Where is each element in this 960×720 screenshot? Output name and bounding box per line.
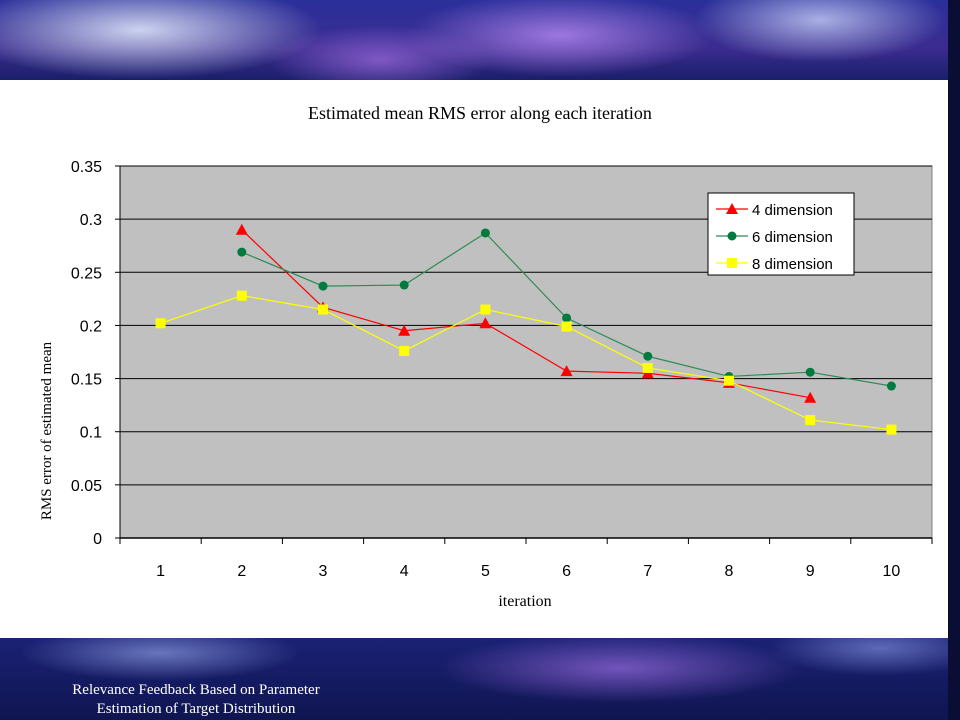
legend-label: 4 dimension	[752, 202, 833, 219]
series-8-dimension	[155, 290, 897, 435]
chart-title: Estimated mean RMS error along each iter…	[308, 103, 652, 123]
data-point	[479, 317, 492, 329]
x-tick-label: 6	[562, 563, 571, 580]
data-point	[560, 365, 573, 377]
data-point	[237, 247, 247, 257]
data-point	[886, 381, 896, 391]
y-tick-label: 0.2	[80, 318, 102, 335]
data-point	[399, 280, 409, 290]
footer-background	[0, 638, 960, 720]
data-point	[398, 324, 411, 336]
y-axis-ticks: 0 0.05 0.1 0.15 0.2 0.25 0.3 0.35	[71, 159, 120, 548]
data-point	[480, 304, 491, 315]
x-tick-label: 5	[481, 563, 490, 580]
legend-label: 8 dimension	[752, 256, 833, 273]
data-point	[562, 313, 572, 323]
legend: 4 dimension 6 dimension 8 dimension	[707, 192, 855, 276]
data-point	[399, 345, 410, 356]
y-tick-label: 0.25	[71, 265, 102, 282]
legend-label: 6 dimension	[752, 229, 833, 246]
legend-marker	[727, 231, 737, 241]
data-point	[805, 367, 815, 377]
x-tick-label: 8	[725, 563, 734, 580]
caption-line-1: Relevance Feedback Based on Parameter	[72, 682, 320, 698]
data-point	[236, 290, 247, 301]
data-point	[480, 228, 490, 238]
series-line	[160, 295, 892, 431]
legend-marker	[727, 258, 737, 268]
data-point	[804, 391, 817, 403]
y-tick-label: 0.05	[71, 478, 102, 495]
x-tick-label: 2	[237, 563, 246, 580]
series-6-dimension	[237, 228, 896, 391]
data-point	[886, 424, 897, 435]
y-axis-label: RMS error of estimated mean	[39, 341, 55, 520]
x-axis-ticks: 1 2 3 4 5 6 7 8 9 10	[119, 538, 933, 580]
data-point	[318, 281, 328, 291]
x-tick-label: 3	[319, 563, 328, 580]
x-tick-label: 10	[883, 563, 901, 580]
data-point	[805, 415, 816, 426]
y-tick-label: 0	[93, 531, 102, 548]
caption-line-2: Estimation of Target Distribution	[96, 701, 296, 717]
y-tick-label: 0.35	[71, 159, 102, 176]
data-point	[155, 318, 166, 329]
data-point	[318, 304, 328, 315]
data-point	[724, 375, 734, 386]
x-tick-label: 9	[806, 563, 815, 580]
y-tick-label: 0.1	[80, 425, 102, 442]
y-tick-label: 0.15	[71, 372, 102, 389]
x-tick-label: 1	[156, 563, 165, 580]
series-layer	[155, 223, 897, 435]
data-point	[235, 223, 248, 235]
data-point	[642, 362, 653, 373]
data-point	[561, 321, 572, 332]
line-chart: Estimated mean RMS error along each iter…	[39, 103, 933, 610]
y-tick-label: 0.3	[80, 212, 102, 229]
x-axis-label: iteration	[498, 593, 551, 610]
data-point	[643, 351, 653, 361]
legend-marker	[726, 203, 738, 214]
x-tick-label: 7	[643, 563, 652, 580]
series-line	[241, 229, 811, 399]
header-background	[0, 0, 960, 80]
x-tick-label: 4	[400, 563, 409, 580]
right-edge-strip	[948, 0, 960, 720]
slide-caption: Relevance Feedback Based on Parameter Es…	[18, 681, 374, 719]
